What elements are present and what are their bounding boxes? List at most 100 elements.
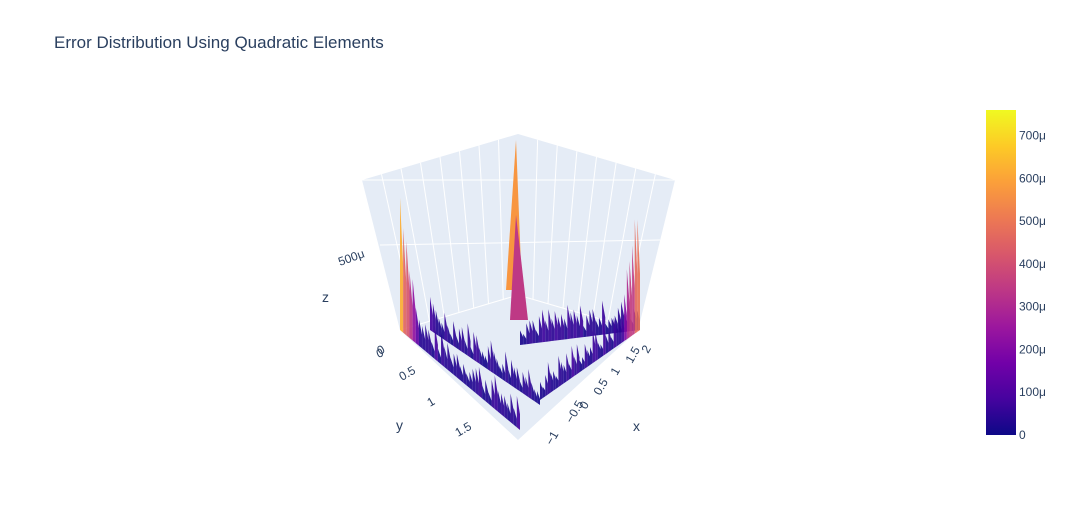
surface-patch	[522, 371, 526, 396]
surface-patch	[542, 309, 546, 343]
surface-patch	[466, 373, 470, 388]
surface-patch	[494, 375, 498, 412]
surface-patch	[431, 341, 435, 359]
surface-patch	[516, 395, 520, 430]
surface-patch	[602, 300, 606, 335]
surface-patch	[558, 355, 562, 388]
surface-patch	[551, 318, 555, 342]
surface-patch	[531, 382, 535, 402]
error-surface[interactable]	[400, 140, 640, 430]
surface-patch	[513, 367, 517, 390]
surface-patch	[478, 366, 483, 399]
surface-patch	[415, 307, 419, 346]
surface-patch	[608, 328, 612, 353]
surface-patch	[475, 368, 479, 396]
surface-patch	[600, 344, 604, 358]
right-wall	[518, 134, 675, 330]
gridline	[577, 156, 597, 313]
surface-patch	[422, 325, 426, 352]
surface-patch	[629, 261, 633, 338]
surface-patch	[520, 330, 524, 345]
gridline	[592, 162, 617, 317]
gridline	[547, 145, 558, 304]
y-tick-label: 1	[425, 394, 438, 410]
colorbar-tick-label: 200μ	[1019, 342, 1046, 356]
y-tick-label: 0.5	[397, 363, 419, 384]
surface-patch	[547, 361, 551, 395]
surface-patch	[456, 335, 459, 350]
surface-patch	[545, 320, 549, 342]
surface-patch	[513, 407, 517, 428]
surface-patch	[589, 309, 593, 337]
surface-patch	[418, 319, 423, 349]
colorbar: 0 100μ 200μ 300μ 400μ 500μ 600μ 700μ	[986, 110, 1046, 442]
surface-patch	[400, 197, 404, 333]
surface-patch	[616, 323, 619, 347]
surface-patch	[574, 356, 577, 377]
surface-patch	[548, 309, 552, 342]
y-axis-label: y	[396, 417, 403, 433]
surface-patch	[487, 346, 491, 372]
surface-patch	[526, 323, 530, 345]
surface-patch	[567, 304, 571, 340]
gridline	[562, 151, 578, 309]
surface-patch	[435, 310, 439, 336]
surface-patch	[540, 381, 543, 400]
surface-patch	[632, 245, 635, 336]
surface-patch	[458, 328, 462, 352]
surface-patch	[504, 395, 508, 420]
colorbar-tick-label: 0	[1019, 428, 1026, 442]
surface-patch	[613, 317, 617, 349]
surface-peak	[510, 215, 528, 320]
x-tick-label: 0.5	[590, 376, 611, 398]
surface-patch	[538, 316, 543, 343]
surface-patch	[529, 320, 533, 344]
surface-patch	[528, 369, 532, 400]
surface-patch	[595, 320, 599, 336]
colorbar-ticks: 0 100μ 200μ 300μ 400μ 500μ 600μ 700μ	[1019, 129, 1046, 442]
surface-patch	[497, 390, 502, 415]
gridline	[478, 145, 489, 304]
surface-patch	[434, 325, 438, 362]
surface-patch	[525, 376, 529, 398]
surface-patch	[590, 346, 593, 365]
surface-patch	[447, 325, 451, 344]
surface-patch	[473, 331, 477, 362]
surface-patch	[568, 363, 572, 380]
surface-patch	[472, 368, 476, 394]
colorbar-tick-label: 700μ	[1019, 129, 1046, 143]
surface-patch	[624, 294, 627, 342]
surface-patch	[626, 269, 630, 340]
surface-patch	[561, 361, 564, 386]
surface-patch	[516, 367, 520, 392]
surface-patch	[507, 402, 511, 423]
colorbar-tick-label: 500μ	[1019, 214, 1046, 228]
surface-patch	[428, 329, 432, 357]
surface-patch	[557, 316, 562, 341]
gridline	[439, 156, 460, 313]
gridline	[420, 162, 445, 317]
surface-patch	[573, 309, 577, 339]
surface-patch	[532, 320, 536, 344]
surface-patch	[406, 240, 410, 338]
surface-patch	[430, 296, 433, 332]
surface-patch	[463, 363, 467, 386]
surface-patch	[570, 312, 574, 339]
surface-patch	[461, 327, 465, 354]
colorbar-tick-label: 600μ	[1019, 171, 1046, 185]
surface-patch	[450, 333, 454, 346]
gridline	[532, 139, 539, 300]
surface-patch	[564, 318, 568, 340]
surface-patch	[597, 342, 601, 360]
surface-patch	[618, 319, 622, 345]
surface-patch	[555, 375, 559, 389]
surface-patch	[444, 346, 448, 370]
scene-gridlines	[362, 139, 675, 331]
z-axis-label: z	[322, 289, 329, 305]
surface-patch	[563, 364, 567, 384]
surface-patch	[485, 379, 489, 404]
surface-patch	[438, 317, 442, 338]
surface-patch	[505, 351, 509, 384]
surface-patch	[496, 358, 500, 378]
